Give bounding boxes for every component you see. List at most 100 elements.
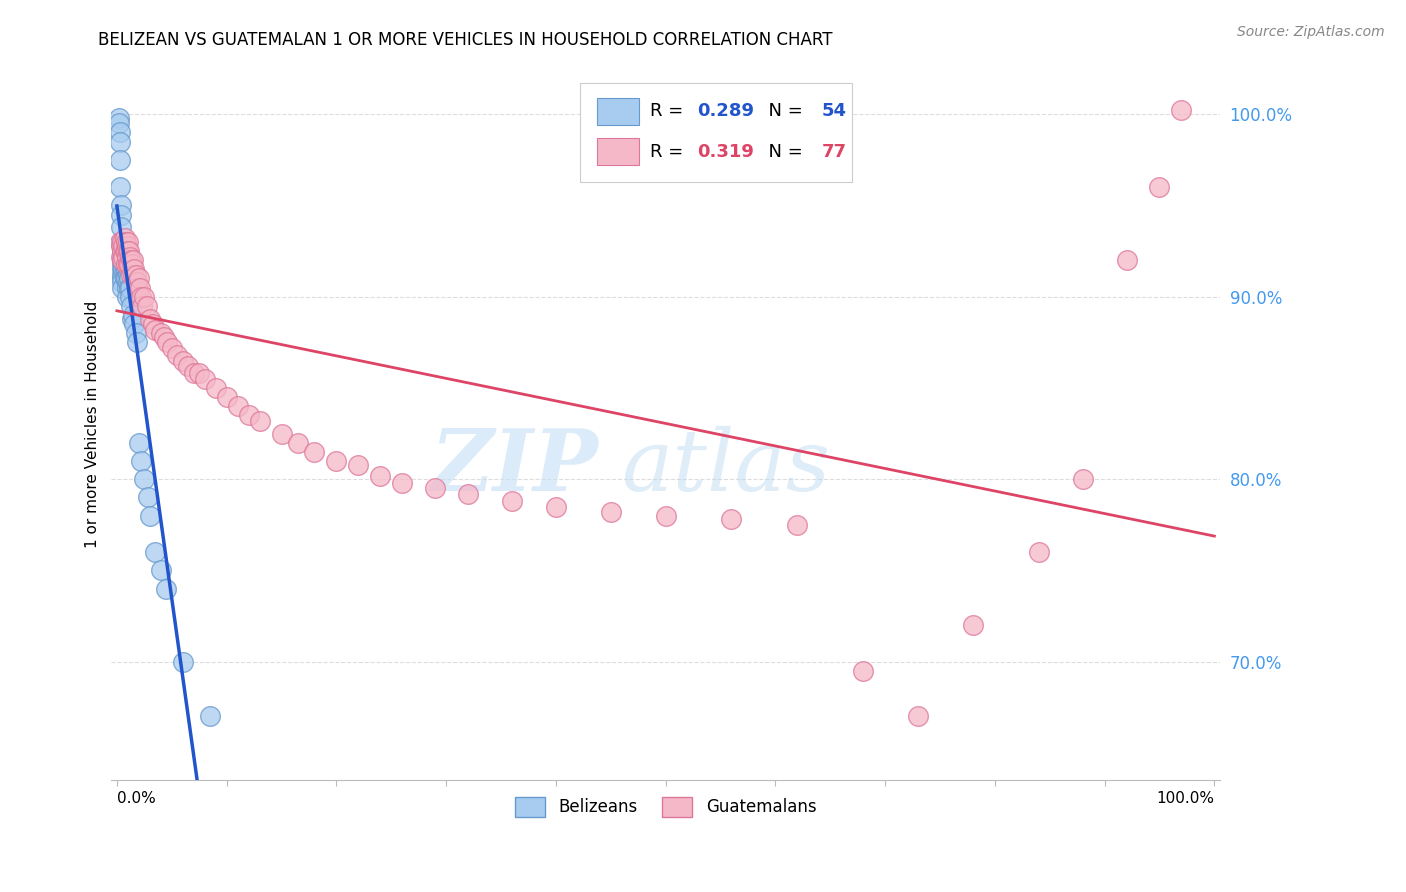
Point xyxy=(249,414,271,428)
Text: Source: ZipAtlas.com: Source: ZipAtlas.com xyxy=(1237,25,1385,39)
Point xyxy=(115,280,138,294)
Point xyxy=(160,341,183,355)
Point xyxy=(1071,472,1094,486)
Point xyxy=(1028,545,1050,559)
Text: 0.319: 0.319 xyxy=(696,143,754,161)
Point xyxy=(117,257,139,271)
Text: R =: R = xyxy=(650,143,689,161)
Point xyxy=(114,257,136,271)
Point xyxy=(114,257,136,271)
FancyBboxPatch shape xyxy=(581,83,852,182)
Point xyxy=(124,326,146,340)
Text: 0.0%: 0.0% xyxy=(117,791,156,806)
Point xyxy=(122,253,145,268)
Text: ZIP: ZIP xyxy=(432,425,599,508)
Point xyxy=(117,268,139,282)
Point xyxy=(117,275,139,289)
Point xyxy=(111,268,134,282)
Point xyxy=(115,290,138,304)
Point xyxy=(215,390,238,404)
Text: R =: R = xyxy=(650,103,689,120)
Point xyxy=(108,180,131,194)
Point xyxy=(111,250,134,264)
Text: N =: N = xyxy=(756,103,808,120)
Point xyxy=(238,409,260,423)
Point xyxy=(110,250,132,264)
Point xyxy=(347,458,370,472)
Point xyxy=(143,545,166,559)
Point xyxy=(149,563,172,577)
Point xyxy=(501,494,523,508)
Point xyxy=(111,271,134,285)
Point xyxy=(544,500,567,514)
Point xyxy=(226,399,249,413)
Point xyxy=(108,125,131,139)
Point xyxy=(143,322,166,336)
Point xyxy=(120,250,142,264)
Bar xyxy=(598,137,640,165)
Point xyxy=(111,257,134,271)
Point xyxy=(108,111,131,125)
Point xyxy=(118,257,141,271)
Point xyxy=(110,220,132,235)
Point xyxy=(112,238,135,252)
Point xyxy=(121,257,143,271)
Point xyxy=(368,468,391,483)
Point xyxy=(120,268,142,282)
Point xyxy=(111,253,134,268)
Point xyxy=(114,235,136,249)
Point xyxy=(108,235,131,249)
Point xyxy=(110,198,132,212)
Text: 100.0%: 100.0% xyxy=(1156,791,1215,806)
Point xyxy=(111,262,134,277)
Point xyxy=(198,709,221,723)
Point xyxy=(110,208,132,222)
Point xyxy=(1115,253,1137,268)
Point xyxy=(136,491,159,505)
Point xyxy=(125,335,148,350)
Point xyxy=(117,257,139,271)
Point xyxy=(114,244,136,258)
Point xyxy=(183,367,205,381)
Point xyxy=(129,280,152,294)
Point xyxy=(120,280,142,294)
Point xyxy=(111,235,134,249)
Point xyxy=(177,359,200,373)
Point xyxy=(120,290,142,304)
Point xyxy=(172,353,194,368)
Point xyxy=(115,238,138,252)
Bar xyxy=(598,98,640,125)
Point xyxy=(1170,103,1192,118)
Point xyxy=(112,253,135,268)
Point xyxy=(112,250,135,264)
Point xyxy=(124,268,146,282)
Point xyxy=(108,135,131,149)
Point xyxy=(786,517,808,532)
Point xyxy=(124,262,146,277)
Point xyxy=(122,308,145,322)
Point xyxy=(156,335,179,350)
Point xyxy=(172,655,194,669)
Point xyxy=(127,280,149,294)
Point xyxy=(121,311,143,326)
Point xyxy=(325,454,347,468)
Point xyxy=(110,235,132,249)
Point xyxy=(114,271,136,285)
Point xyxy=(111,244,134,258)
Point xyxy=(287,435,309,450)
Point xyxy=(134,290,156,304)
Point xyxy=(654,508,676,523)
Point xyxy=(194,372,217,386)
Point xyxy=(117,235,139,249)
Point xyxy=(118,280,141,294)
Point xyxy=(114,262,136,277)
Point xyxy=(599,505,621,519)
Point xyxy=(139,508,162,523)
Point xyxy=(188,367,211,381)
Point xyxy=(114,262,136,277)
Point xyxy=(118,244,141,258)
Point xyxy=(110,238,132,252)
Point xyxy=(457,487,479,501)
Point xyxy=(129,454,152,468)
Point xyxy=(125,275,148,289)
